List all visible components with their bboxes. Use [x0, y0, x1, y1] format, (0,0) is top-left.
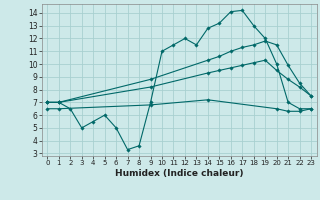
X-axis label: Humidex (Indice chaleur): Humidex (Indice chaleur) [115, 169, 244, 178]
